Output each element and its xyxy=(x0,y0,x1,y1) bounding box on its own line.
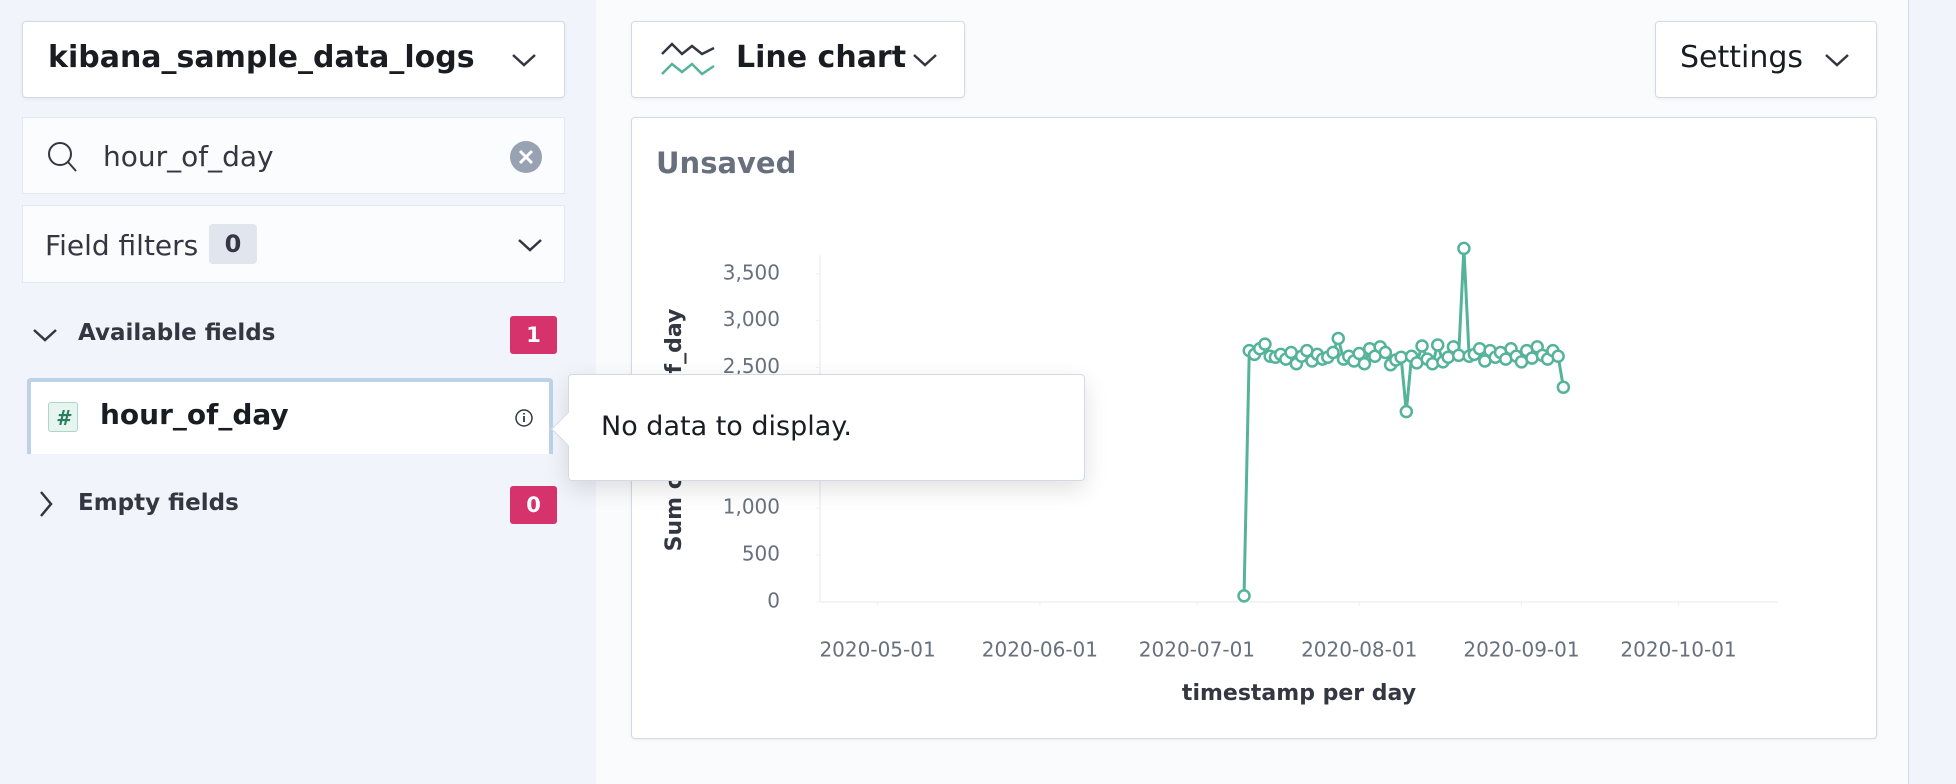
number-type-icon: # xyxy=(48,402,78,432)
chevron xyxy=(512,54,536,67)
chart-type-label: Line chart xyxy=(736,40,907,75)
data-point xyxy=(1457,241,1471,256)
tooltip: No data to display. xyxy=(551,374,1085,481)
y-tick-label: 3,000 xyxy=(723,307,780,331)
data-point xyxy=(1472,342,1487,356)
data-point xyxy=(1326,345,1340,360)
x-tick-label: 2020-07-01 xyxy=(1139,638,1255,662)
line-chart-icon xyxy=(661,42,715,76)
x-tick-label: 2020-08-01 xyxy=(1301,638,1417,662)
empty-fields-label[interactable]: Empty fields xyxy=(78,490,239,516)
data-point xyxy=(1430,338,1445,352)
data-point xyxy=(1415,339,1429,353)
available-count: 1 xyxy=(510,316,557,354)
data-point xyxy=(1556,380,1571,394)
index-pattern-button[interactable]: kibana_sample_data_logs xyxy=(22,21,565,98)
available-fields-label[interactable]: Available fields xyxy=(78,320,276,346)
y-tick-label: 500 xyxy=(742,542,780,566)
search-field[interactable]: hour_of_day xyxy=(22,117,565,194)
info-icon[interactable] xyxy=(514,408,534,428)
settings-label: Settings xyxy=(1680,40,1804,75)
settings-button[interactable]: Settings xyxy=(1655,21,1877,98)
x-tick-label: 2020-10-01 xyxy=(1620,638,1736,662)
data-point xyxy=(1425,357,1440,371)
x-axis-label: timestamp per day xyxy=(1182,681,1416,706)
data-line xyxy=(1242,248,1565,596)
x-tick-label: 2020-05-01 xyxy=(819,638,935,662)
data-point xyxy=(1378,345,1393,360)
search-text: hour_of_day xyxy=(103,140,274,173)
chart-type-button[interactable]: Line chart xyxy=(631,21,965,98)
data-point xyxy=(1258,337,1272,351)
data-point xyxy=(1331,331,1346,346)
chevron xyxy=(518,239,542,252)
field-filters-button[interactable]: Field filters 0 xyxy=(22,205,565,283)
search-icon xyxy=(48,142,77,172)
y-tick-label: 1,000 xyxy=(723,495,780,519)
data-point xyxy=(1357,357,1372,371)
right-panel-edge xyxy=(1908,0,1956,784)
collapse-icon[interactable] xyxy=(32,325,58,345)
x-tick-label: 2020-09-01 xyxy=(1463,638,1579,662)
y-tick-label: 0 xyxy=(767,589,780,613)
expand-icon[interactable] xyxy=(36,490,56,518)
index-pattern: kibana_sample_data_logs xyxy=(48,40,475,75)
field-item[interactable]: # hour_of_day xyxy=(27,378,553,454)
field-filters-label: Field filters xyxy=(45,229,199,262)
chevron xyxy=(1825,54,1849,67)
tooltip-text: No data to display. xyxy=(601,411,852,442)
y-tick-label: 3,500 xyxy=(723,260,780,284)
data-point xyxy=(1352,346,1366,361)
chart-title: Unsaved xyxy=(656,146,796,180)
clear-button[interactable] xyxy=(509,140,543,174)
data-point xyxy=(1399,404,1414,419)
empty-count: 0 xyxy=(510,486,557,524)
data-point xyxy=(1237,589,1251,603)
chevron xyxy=(913,54,937,67)
x-tick-label: 2020-06-01 xyxy=(982,638,1098,662)
field-filters-count: 0 xyxy=(209,224,257,264)
data-point xyxy=(1551,349,1565,364)
field-name: hour_of_day xyxy=(100,398,289,431)
